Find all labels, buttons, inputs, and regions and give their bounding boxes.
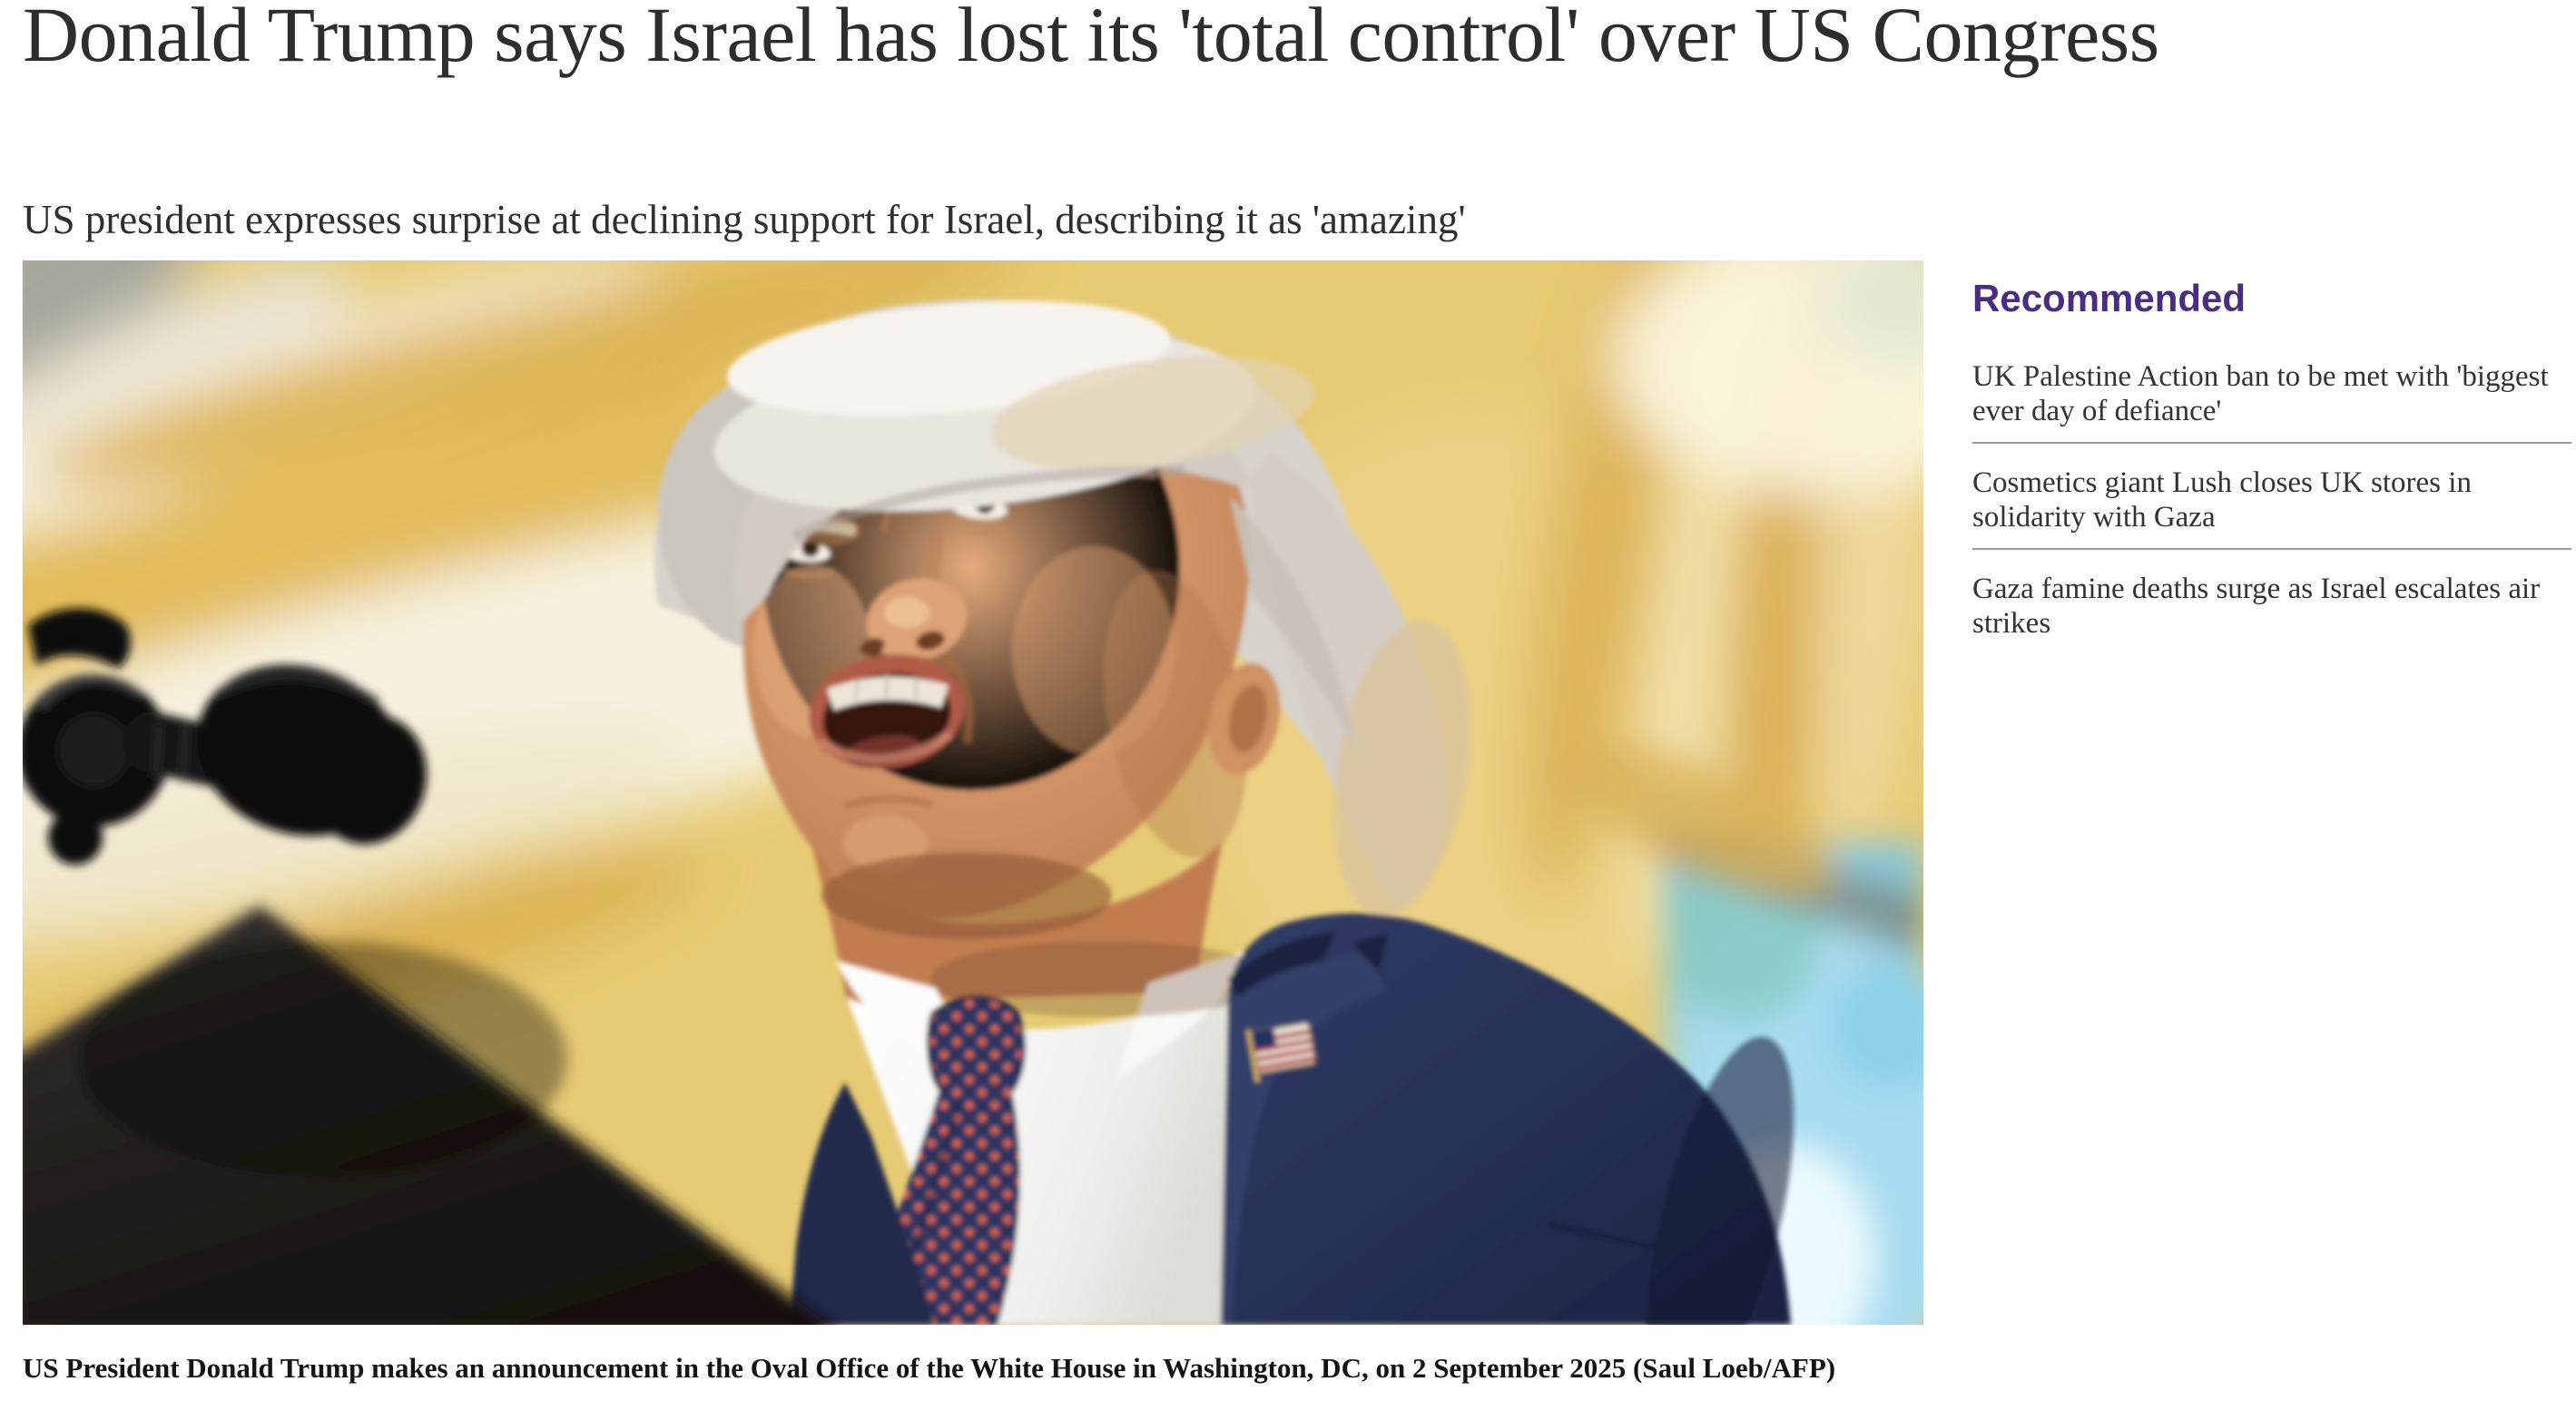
recommended-link[interactable]: Cosmetics giant Lush closes UK stores in… [1972, 466, 2472, 534]
ear [1208, 662, 1281, 775]
microphone [23, 608, 427, 865]
mouth-open [809, 654, 965, 769]
article-photo-illustration [23, 260, 1923, 1325]
image-caption: US President Donald Trump makes an annou… [23, 1352, 1836, 1384]
recommended-heading: Recommended [1972, 277, 2247, 319]
subheadline: US president expresses surprise at decli… [23, 197, 1466, 242]
recommended-link[interactable]: Gaza famine deaths surge as Israel escal… [1972, 573, 2541, 640]
recommended-list: UK Palestine Action ban to be met with '… [1972, 359, 2571, 654]
podium [23, 904, 830, 1325]
suit-left [790, 1083, 934, 1325]
article-image [23, 260, 1923, 1325]
trump-figure [654, 299, 1794, 1325]
recommended-link[interactable]: UK Palestine Action ban to be met with '… [1972, 360, 2549, 427]
flag-pin [1246, 1022, 1316, 1083]
list-item: Gaza famine deaths surge as Israel escal… [1972, 550, 2571, 654]
chin-crease [842, 795, 934, 810]
recommended-section: Recommended UK Palestine Action ban to b… [1972, 278, 2571, 654]
hair-front [714, 300, 1357, 750]
headline: Donald Trump says Israel has lost its 't… [23, 0, 2159, 78]
fold-right [941, 649, 974, 744]
list-item: Cosmetics giant Lush closes UK stores in… [1972, 444, 2571, 550]
list-item: UK Palestine Action ban to be met with '… [1972, 359, 2571, 444]
